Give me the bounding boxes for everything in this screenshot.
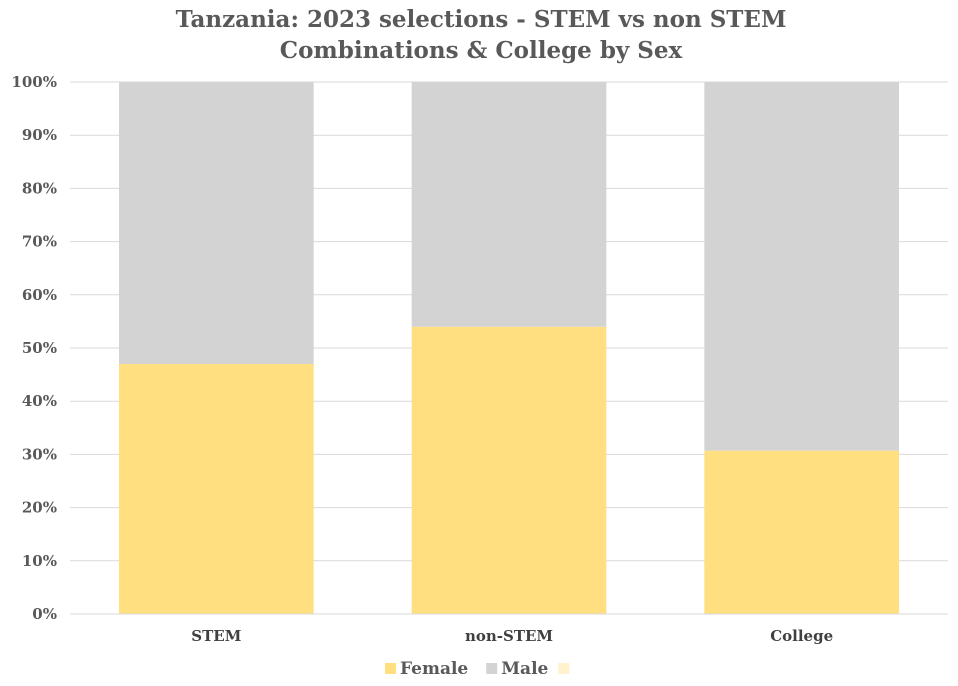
legend-swatch-male xyxy=(486,663,498,674)
x-category-label: College xyxy=(770,627,833,645)
y-tick-label: 0% xyxy=(32,605,57,623)
legend-swatch-extra xyxy=(558,663,570,674)
y-tick-label: 30% xyxy=(22,445,57,463)
x-axis-category-labels: STEM non-STEM College xyxy=(191,627,833,645)
bar-male-stem xyxy=(119,82,314,364)
y-tick-label: 40% xyxy=(22,392,57,410)
bar-male-non-stem xyxy=(411,82,607,327)
y-tick-label: 90% xyxy=(22,126,57,144)
chart-title-line-2: Combinations & College by Sex xyxy=(280,37,683,64)
chart-title-line-1: Tanzania: 2023 selections - STEM vs non … xyxy=(176,6,787,33)
legend-label-female: Female xyxy=(400,659,468,679)
x-category-label: STEM xyxy=(191,627,241,645)
bars xyxy=(119,82,899,614)
bar-female-non-stem xyxy=(411,326,607,614)
legend-label-male: Male xyxy=(501,659,548,679)
y-tick-label: 100% xyxy=(11,73,57,91)
y-tick-label: 60% xyxy=(22,286,57,304)
y-tick-label: 10% xyxy=(22,552,57,570)
x-category-label: non-STEM xyxy=(465,627,553,645)
legend-swatch-female xyxy=(385,663,396,674)
y-tick-label: 80% xyxy=(22,179,57,197)
y-tick-label: 20% xyxy=(22,499,57,517)
y-tick-label: 50% xyxy=(22,339,57,357)
y-tick-label: 70% xyxy=(22,233,57,251)
legend: Female Male xyxy=(385,659,570,679)
y-axis-tick-labels: 0% 10% 20% 30% 40% 50% 60% 70% 80% 90% 100% xyxy=(11,73,57,623)
bar-female-college xyxy=(704,450,899,614)
bar-male-college xyxy=(704,82,899,451)
bar-female-stem xyxy=(119,363,314,614)
